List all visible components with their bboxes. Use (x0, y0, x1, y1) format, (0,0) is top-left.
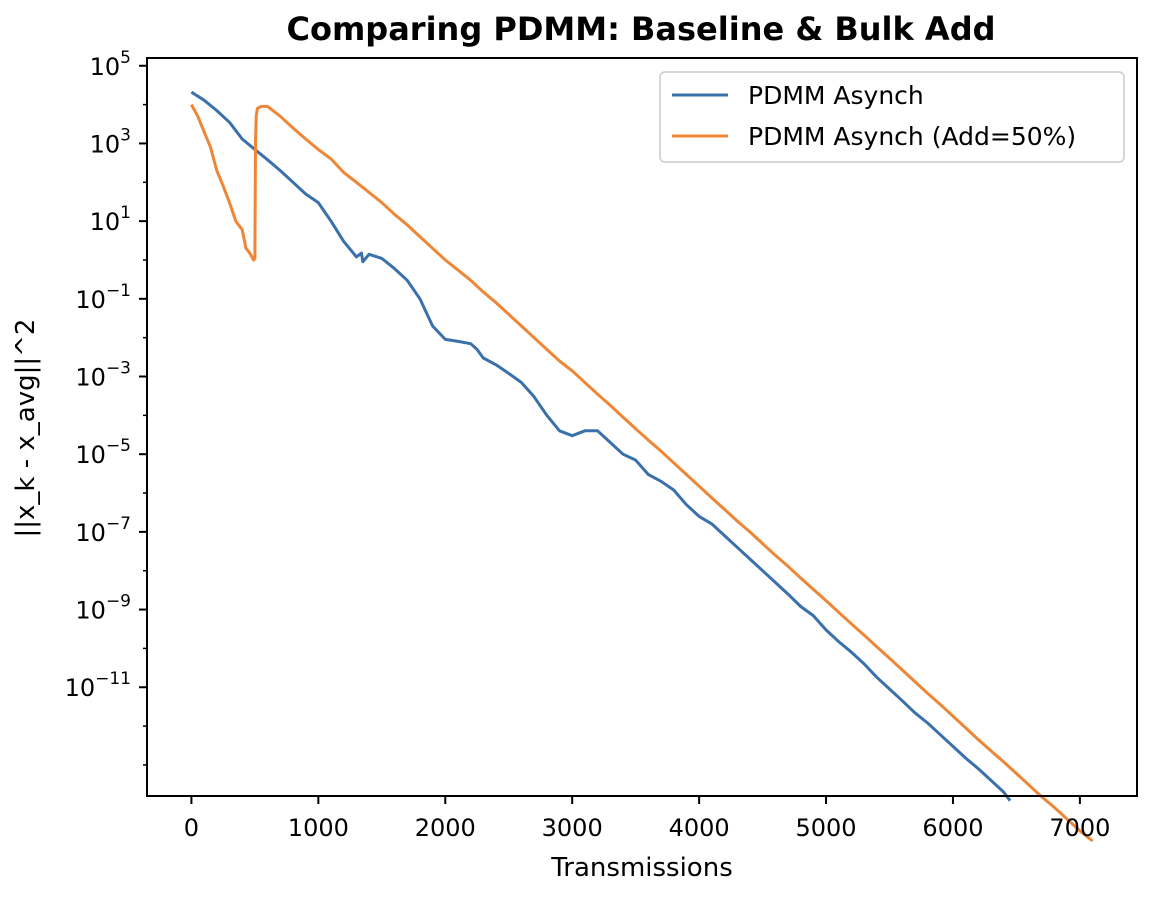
y-tick-label: 103 (90, 125, 131, 158)
y-tick-label: 10−1 (75, 281, 131, 314)
legend-label-2: PDMM Asynch (Add=50%) (748, 122, 1076, 151)
y-axis-label: ||x_k - x_avg||^2 (11, 319, 41, 538)
x-tick-label: 3000 (542, 814, 603, 842)
legend: PDMM Asynch PDMM Asynch (Add=50%) (659, 71, 1125, 163)
plot-frame (146, 57, 1138, 797)
y-tick-label: 10−7 (75, 514, 131, 547)
y-tick-label: 101 (90, 203, 131, 236)
x-axis: 0 1000 2000 3000 4000 5000 6000 7000 (184, 796, 1110, 842)
y-axis: 105 103 101 10−1 10−3 10−5 10−7 10−9 10−11 (65, 48, 147, 766)
y-tick-label: 10−3 (75, 359, 131, 392)
y-tick-label: 105 (90, 48, 131, 81)
x-tick-label: 5000 (795, 814, 856, 842)
series-line-1 (190, 90, 1012, 802)
x-tick-label: 4000 (669, 814, 730, 842)
x-tick-label: 1000 (288, 814, 349, 842)
series-line-2 (190, 103, 1094, 843)
x-tick-label: 7000 (1049, 814, 1110, 842)
x-tick-label: 0 (184, 814, 199, 842)
y-tick-label: 10−5 (75, 436, 131, 469)
legend-box (659, 71, 1125, 163)
x-tick-label: 6000 (922, 814, 983, 842)
plot-area (190, 90, 1094, 843)
y-tick-label: 10−11 (65, 669, 131, 702)
x-axis-label: Transmissions (550, 853, 733, 883)
x-tick-label: 2000 (415, 814, 476, 842)
y-tick-label: 10−9 (75, 592, 131, 625)
legend-label-1: PDMM Asynch (748, 81, 924, 110)
chart-title: Comparing PDMM: Baseline & Bulk Add (286, 10, 995, 48)
